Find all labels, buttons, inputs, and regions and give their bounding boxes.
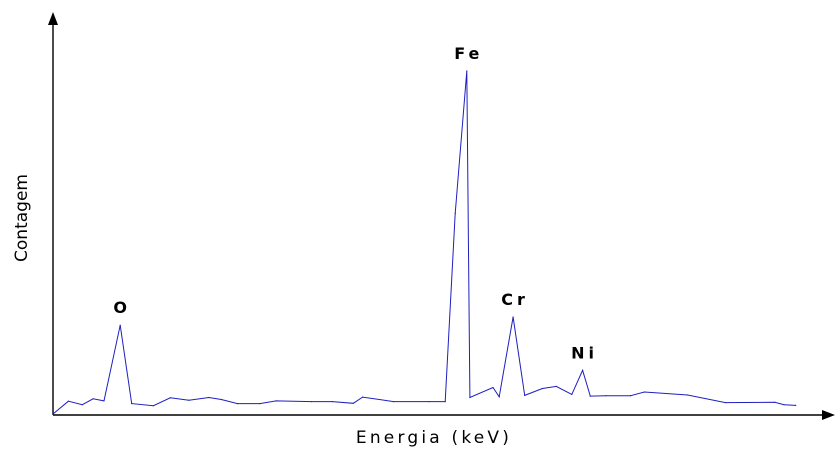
data-point-7 — [152, 405, 154, 407]
data-point-37 — [687, 394, 689, 396]
data-point-30 — [555, 385, 557, 387]
peak-labels: O Fe Cr Ni — [113, 44, 598, 362]
data-point-28 — [524, 394, 526, 396]
data-point-12 — [236, 403, 239, 405]
data-point-34 — [605, 395, 607, 397]
data-point-19 — [392, 401, 395, 403]
data-point-32 — [582, 369, 584, 371]
data-point-23 — [466, 70, 468, 72]
data-point-13 — [259, 403, 261, 405]
peak-label-fe: Fe — [454, 44, 483, 63]
data-point-18 — [362, 396, 364, 398]
peak-label-cr: Cr — [501, 290, 529, 309]
data-point-17 — [352, 402, 354, 404]
data-point-14 — [275, 400, 277, 402]
data-point-16 — [331, 401, 334, 403]
data-point-31 — [571, 393, 573, 395]
data-point-27 — [512, 316, 514, 318]
data-point-36 — [643, 391, 646, 393]
data-point-15 — [311, 401, 313, 403]
data-point-6 — [131, 403, 133, 405]
data-point-11 — [220, 398, 222, 401]
peak-label-o: O — [113, 298, 131, 317]
peak-label-ni: Ni — [571, 343, 598, 362]
data-point-21 — [444, 401, 446, 403]
data-point-8 — [169, 397, 171, 399]
data-point-33 — [589, 395, 591, 397]
data-point-5 — [119, 324, 121, 326]
y-axis-label: Contagem — [12, 174, 32, 262]
data-point-2 — [81, 404, 83, 406]
data-point-3 — [92, 398, 94, 400]
x-axis-arrowhead — [822, 410, 835, 420]
spectrum-series-line — [52, 70, 796, 415]
data-point-29 — [541, 387, 544, 390]
y-axis-arrowhead — [48, 12, 58, 25]
data-point-4 — [103, 400, 105, 402]
data-point-40 — [783, 404, 785, 406]
data-point-20 — [428, 401, 430, 403]
data-point-24 — [469, 396, 471, 399]
data-point-9 — [188, 399, 190, 401]
data-point-41 — [795, 404, 797, 406]
data-point-1 — [67, 400, 69, 402]
data-point-35 — [629, 395, 632, 397]
data-point-39 — [774, 401, 776, 403]
data-point-10 — [208, 396, 210, 399]
data-point-0 — [52, 413, 54, 415]
data-point-38 — [724, 402, 727, 404]
axes — [48, 12, 835, 420]
x-axis-label: Energia (keV) — [356, 428, 512, 448]
data-point-25 — [492, 386, 494, 389]
data-point-22 — [454, 212, 456, 214]
data-points — [52, 70, 797, 415]
data-point-26 — [498, 396, 500, 398]
